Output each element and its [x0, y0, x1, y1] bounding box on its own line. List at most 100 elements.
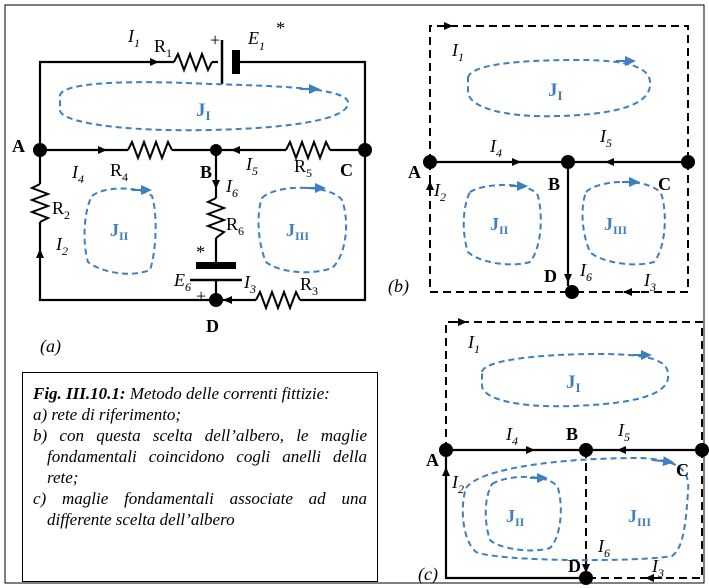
label-i6-c: I — [597, 536, 605, 556]
svg-text:I2: I2 — [433, 180, 446, 204]
label-node-a: A — [12, 136, 25, 156]
panel-b-tag: (b) — [388, 276, 409, 297]
label-j2-a: J — [110, 220, 119, 240]
node-c-b — [681, 155, 695, 169]
svg-text:E1: E1 — [247, 28, 265, 53]
svg-text:I3: I3 — [643, 270, 656, 294]
label-node-a-c: A — [426, 450, 439, 470]
node-d-b — [565, 285, 579, 299]
label-i3-c: I — [651, 556, 659, 576]
svg-text:I1: I1 — [467, 332, 480, 356]
label-i2: I — [55, 234, 63, 254]
label-r2: R — [52, 198, 64, 218]
node-d-c — [579, 571, 593, 585]
panel-a-circuit: I1 R1 + E1 * A B C D I4 R4 I6 I5 R5 R2 I… — [12, 18, 372, 357]
label-r4: R — [110, 160, 122, 180]
svg-text:JII: JII — [506, 506, 525, 529]
label-e6-star: * — [196, 242, 205, 262]
label-i5-c: I — [617, 420, 625, 440]
label-node-c-b: C — [658, 174, 671, 194]
resistor-r4 — [127, 139, 173, 161]
battery-e6-short — [196, 262, 236, 269]
node-b-b — [561, 155, 575, 169]
label-node-c: C — [340, 160, 353, 180]
svg-text:R1: R1 — [154, 36, 172, 60]
label-i3-b: I — [643, 270, 651, 290]
svg-text:I1: I1 — [451, 40, 464, 64]
resistor-r6 — [205, 197, 227, 239]
svg-text:I6: I6 — [579, 260, 592, 284]
label-i1: I — [127, 26, 135, 46]
label-i1-c: I — [467, 332, 475, 352]
svg-text:R6: R6 — [226, 214, 244, 238]
svg-text:JI: JI — [196, 100, 211, 123]
node-b-c — [579, 443, 593, 457]
caption-item-b: b) con questa scelta dell’albero, le mag… — [33, 426, 367, 487]
resistor-r3 — [255, 289, 301, 311]
caption-head: Fig. III.10.1: Metodo delle correnti fit… — [33, 383, 367, 404]
label-node-d: D — [206, 316, 219, 336]
svg-text:I6: I6 — [225, 176, 238, 200]
label-node-a-b: A — [408, 162, 421, 182]
label-r1: R — [154, 36, 166, 56]
svg-text:JIII: JIII — [604, 214, 627, 237]
svg-text:I5: I5 — [617, 420, 630, 444]
svg-text:I5: I5 — [245, 154, 258, 178]
svg-text:R3: R3 — [300, 274, 318, 298]
svg-text:I5: I5 — [599, 126, 612, 150]
node-a — [33, 143, 47, 157]
svg-text:R4: R4 — [110, 160, 128, 184]
caption-text: Metodo delle correnti fittizie: — [125, 384, 330, 403]
svg-text:JII: JII — [490, 214, 509, 237]
loop-j1-a — [59, 81, 349, 132]
svg-text:E6: E6 — [173, 270, 191, 294]
label-e1: E — [247, 28, 259, 48]
panel-b-graph: I1 JI I4 I5 A I2 B C JII JIII D I6 I3 (b… — [388, 22, 695, 299]
label-j2-b: J — [490, 214, 499, 234]
label-j2-c: J — [506, 506, 515, 526]
label-node-d-b: D — [544, 266, 557, 286]
caption-item-c: c) maglie fondamentali associate ad una … — [33, 489, 367, 529]
label-j1-b: J — [548, 80, 558, 101]
svg-text:JII: JII — [110, 220, 129, 243]
label-i6-b: I — [579, 260, 587, 280]
node-a-c — [439, 443, 453, 457]
svg-text:JI: JI — [548, 80, 563, 103]
label-e6-plus: + — [196, 286, 206, 306]
label-j1-a: J — [196, 100, 206, 121]
label-r3: R — [300, 274, 312, 294]
caption-title: Fig. III.10.1: — [33, 384, 126, 403]
svg-text:I6: I6 — [597, 536, 610, 560]
battery-e1-short — [232, 50, 240, 74]
resistor-r1 — [173, 51, 213, 73]
svg-text:I2: I2 — [55, 234, 68, 258]
label-r6: R — [226, 214, 238, 234]
caption-item-a: a) rete di riferimento; — [33, 405, 182, 424]
label-e1-plus: + — [210, 30, 220, 50]
label-j1-c: J — [566, 372, 576, 393]
label-e6: E — [173, 270, 185, 290]
label-i4: I — [71, 162, 79, 182]
figure-caption: Fig. III.10.1: Metodo delle correnti fit… — [22, 372, 378, 582]
svg-text:JIII: JIII — [286, 220, 309, 243]
node-a-b — [423, 155, 437, 169]
label-node-b-c: B — [566, 424, 578, 444]
svg-text:I3: I3 — [651, 556, 664, 580]
outer-frame — [4, 4, 705, 584]
panel-a-tag: (a) — [40, 336, 61, 357]
label-node-b: B — [200, 162, 212, 182]
label-i1-b: I — [451, 40, 459, 60]
panel-c-tag: (c) — [418, 564, 438, 585]
label-i4-b: I — [489, 136, 497, 156]
label-i6: I — [225, 176, 233, 196]
node-c-c — [695, 443, 709, 457]
label-j3-c: J — [628, 506, 637, 526]
label-node-b-b: B — [548, 174, 560, 194]
svg-text:R5: R5 — [294, 156, 312, 180]
label-e1-star: * — [276, 18, 285, 38]
resistor-r2 — [29, 183, 51, 223]
svg-text:JIII: JIII — [628, 506, 651, 529]
label-i3: I — [243, 272, 251, 292]
svg-text:R2: R2 — [52, 198, 70, 222]
label-i2-b: I — [433, 180, 441, 200]
